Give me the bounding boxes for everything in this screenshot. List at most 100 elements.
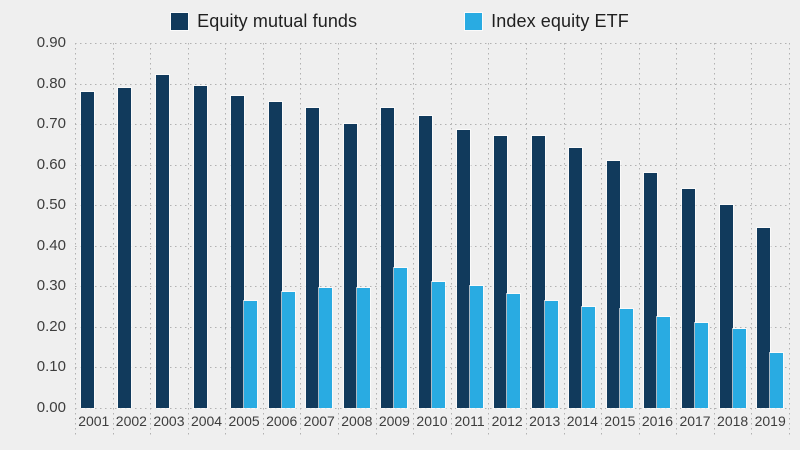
y-axis-label: 0.30 bbox=[36, 277, 66, 295]
bar-group-2018 bbox=[714, 43, 752, 408]
y-axis: 0.90 0.80 0.70 0.60 0.50 0.40 0.30 0.20 0.10 0.00 bbox=[0, 0, 66, 450]
x-axis-label: 2005 bbox=[228, 413, 260, 429]
gridline bbox=[75, 408, 789, 409]
legend-swatch-index-equity-etf bbox=[465, 12, 483, 30]
bar-index-equity-etf-2015 bbox=[619, 308, 633, 408]
bar-index-equity-etf-2017 bbox=[695, 322, 709, 408]
bar-equity-mutual-funds-2012 bbox=[494, 136, 508, 408]
x-axis-label: 2007 bbox=[303, 413, 335, 429]
bar-pair bbox=[418, 116, 445, 408]
bar-equity-mutual-funds-2003 bbox=[155, 75, 169, 408]
vertical-gridline bbox=[338, 43, 340, 437]
y-axis-label: 0.10 bbox=[36, 358, 66, 376]
legend-item-equity-mutual-funds: Equity mutual funds bbox=[171, 11, 357, 32]
bar-group-2005 bbox=[225, 43, 263, 408]
x-axis-label: 2002 bbox=[115, 413, 147, 429]
legend-label: Equity mutual funds bbox=[197, 10, 358, 31]
x-axis-label: 2017 bbox=[679, 413, 711, 429]
bar-pair bbox=[757, 227, 784, 408]
gridline bbox=[75, 124, 789, 126]
vertical-gridline bbox=[638, 43, 640, 437]
x-axis: 2001 2002 2003 2004 2005 2006 2007 2008 2009 2010… bbox=[75, 413, 789, 433]
bar-group-2001 bbox=[75, 43, 113, 408]
bar-pair bbox=[719, 205, 746, 408]
bar-pair bbox=[381, 107, 408, 408]
vertical-gridline bbox=[150, 43, 152, 437]
bar-index-equity-etf-2013 bbox=[544, 300, 558, 408]
vertical-gridline bbox=[601, 43, 603, 437]
bar-pair bbox=[268, 101, 295, 408]
bar-index-equity-etf-2011 bbox=[469, 286, 483, 408]
legend: Equity mutual funds Index equity ETF bbox=[0, 8, 800, 34]
y-axis-label: 0.50 bbox=[36, 196, 66, 214]
vertical-gridline bbox=[413, 43, 415, 437]
vertical-gridline bbox=[262, 43, 264, 437]
x-axis-label: 2019 bbox=[754, 413, 786, 429]
bar-equity-mutual-funds-2008 bbox=[343, 124, 357, 408]
bar-equity-mutual-funds-2002 bbox=[118, 87, 132, 408]
bar-group-2002 bbox=[113, 43, 151, 408]
bar-group-2009 bbox=[376, 43, 414, 408]
bar-pair bbox=[343, 124, 370, 408]
bar-index-equity-etf-2009 bbox=[394, 268, 408, 408]
bar-pair bbox=[682, 189, 709, 408]
x-axis-label: 2015 bbox=[604, 413, 636, 429]
legend-label: Index equity ETF bbox=[491, 10, 629, 31]
bar-pair bbox=[569, 148, 596, 408]
y-axis-label: 0.60 bbox=[36, 155, 66, 173]
bar-index-equity-etf-2014 bbox=[582, 306, 596, 408]
bar-group-2017 bbox=[676, 43, 714, 408]
x-axis-label: 2016 bbox=[641, 413, 674, 429]
vertical-gridline bbox=[713, 43, 715, 437]
x-axis-label: 2018 bbox=[717, 413, 749, 429]
bar-equity-mutual-funds-2009 bbox=[381, 107, 395, 408]
gridline bbox=[75, 164, 789, 166]
bar-equity-mutual-funds-2019 bbox=[757, 227, 771, 408]
bar-equity-mutual-funds-2015 bbox=[606, 160, 620, 408]
bar-index-equity-etf-2018 bbox=[732, 328, 746, 408]
bar-pair bbox=[155, 75, 182, 408]
plot-area bbox=[75, 43, 790, 437]
bar-index-equity-etf-2008 bbox=[356, 288, 370, 408]
bar-equity-mutual-funds-2017 bbox=[682, 189, 696, 408]
bar-index-equity-etf-2019 bbox=[770, 353, 784, 408]
legend-item-index-equity-etf: Index equity ETF bbox=[465, 11, 629, 32]
x-axis-label: 2008 bbox=[341, 413, 373, 429]
x-axis-label: 2001 bbox=[78, 413, 110, 429]
gridline bbox=[75, 83, 789, 85]
bar-equity-mutual-funds-2007 bbox=[306, 107, 320, 408]
x-axis-label: 2014 bbox=[566, 413, 598, 429]
vertical-gridline bbox=[450, 43, 452, 437]
x-axis-label: 2003 bbox=[153, 413, 185, 429]
y-axis-label: 0.90 bbox=[36, 34, 66, 52]
bar-pair bbox=[606, 160, 633, 408]
vertical-gridline bbox=[187, 43, 189, 437]
bar-group-2008 bbox=[338, 43, 376, 408]
y-axis-label: 0.70 bbox=[36, 115, 66, 133]
bar-index-equity-etf-2010 bbox=[431, 282, 445, 408]
bar-group-2016 bbox=[639, 43, 677, 408]
bar-index-equity-etf-2012 bbox=[507, 294, 521, 408]
bar-equity-mutual-funds-2010 bbox=[418, 116, 432, 408]
bar-equity-mutual-funds-2005 bbox=[231, 95, 245, 408]
bar-equity-mutual-funds-2014 bbox=[569, 148, 583, 408]
x-axis-label: 2011 bbox=[454, 413, 485, 429]
y-axis-label: 0.20 bbox=[36, 318, 66, 336]
bar-index-equity-etf-2006 bbox=[281, 292, 295, 408]
vertical-gridline bbox=[225, 43, 227, 437]
vertical-gridline bbox=[525, 43, 527, 437]
bar-equity-mutual-funds-2018 bbox=[719, 205, 733, 408]
bar-group-2011 bbox=[451, 43, 489, 408]
bar-group-2013 bbox=[526, 43, 564, 408]
bar-group-2004 bbox=[188, 43, 226, 408]
bar-pair bbox=[118, 87, 144, 408]
gridline bbox=[75, 205, 789, 207]
x-axis-label: 2004 bbox=[190, 413, 223, 429]
bar-group-2006 bbox=[263, 43, 301, 408]
vertical-gridline bbox=[300, 43, 302, 437]
vertical-gridline bbox=[375, 43, 377, 437]
bar-pair bbox=[531, 136, 558, 408]
y-axis-label: 0.00 bbox=[36, 399, 66, 417]
bar-group-2007 bbox=[300, 43, 338, 408]
bar-pair bbox=[456, 130, 483, 408]
